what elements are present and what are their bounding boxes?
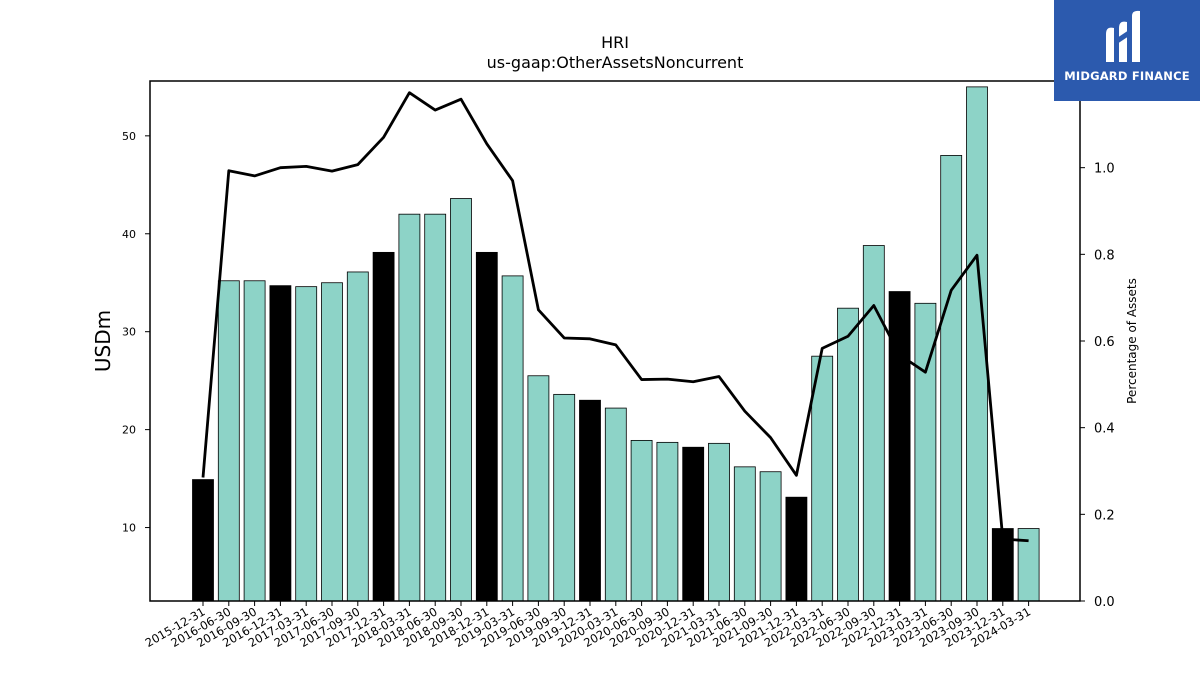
line-group [201,91,1029,543]
chart-subtitle: us-gaap:OtherAssetsNoncurrent [487,53,744,72]
bar-2021-12-31 [785,496,808,602]
bar-2020-03-31 [604,407,627,602]
bar-2017-09-30 [346,271,369,602]
midgard-finance-logo: MIDGARD FINANCE [1054,0,1200,101]
bar-2015-12-31 [192,479,214,602]
bar-2020-12-31 [682,446,705,602]
bar-2016-12-31 [269,285,292,602]
bar-2017-12-31 [372,251,395,602]
bar-2019-06-30 [527,375,550,602]
y2-tick-label-0: 0.0 [1094,595,1115,610]
bar-2018-03-31 [398,213,421,602]
logo-text: MIDGARD FINANCE [1064,69,1190,83]
bar-2022-09-30 [862,245,885,602]
y2-axis-label: Percentage of Assets [1125,278,1139,404]
chart-title: HRI [601,33,629,52]
y-tick-label-10: 10 [122,522,136,535]
bar-2020-06-30 [630,439,653,602]
y-tick-label-20: 20 [122,424,136,437]
bar-2018-09-30 [450,198,472,602]
y-tick-label-50: 50 [122,130,136,143]
y2-tick-label-0.8: 0.8 [1094,248,1115,263]
bar-2020-09-30 [656,441,679,602]
y-axis-left: 10 20 30 40 50 [122,130,150,535]
bar-2018-06-30 [424,213,447,602]
y2-tick-label-1: 1.0 [1094,162,1115,177]
y-axis-right: 0.0 0.2 0.4 0.6 0.8 1.0 [1080,162,1115,610]
bar-2022-06-30 [837,307,859,602]
y-tick-label-30: 30 [122,326,136,339]
bar-2021-03-31 [708,442,730,602]
y2-tick-label-0.6: 0.6 [1094,335,1115,350]
y-tick-label-40: 40 [122,228,136,241]
bar-2017-06-30 [321,282,343,602]
bar-2019-09-30 [553,393,576,602]
bar-2023-06-30 [940,155,963,602]
bar-2019-12-31 [579,399,601,602]
y2-tick-label-0.2: 0.2 [1094,508,1115,523]
bar-2019-03-31 [501,275,524,602]
bar-2016-09-30 [243,280,266,602]
percentage-line [201,91,1029,543]
logo-mark-icon [1106,10,1140,63]
bar-2017-03-31 [295,286,318,602]
bar-2021-09-30 [759,471,782,602]
bar-group [192,86,1040,602]
bar-2022-03-31 [811,355,834,602]
bar-2016-06-30 [217,280,240,602]
x-axis: 2015-12-312016-06-302016-09-302016-12-31… [143,601,1033,650]
bar-2018-12-31 [475,251,498,602]
bar-2021-06-30 [733,466,756,602]
y2-tick-label-0.4: 0.4 [1094,422,1115,437]
y-axis-label: USDm [91,310,115,372]
